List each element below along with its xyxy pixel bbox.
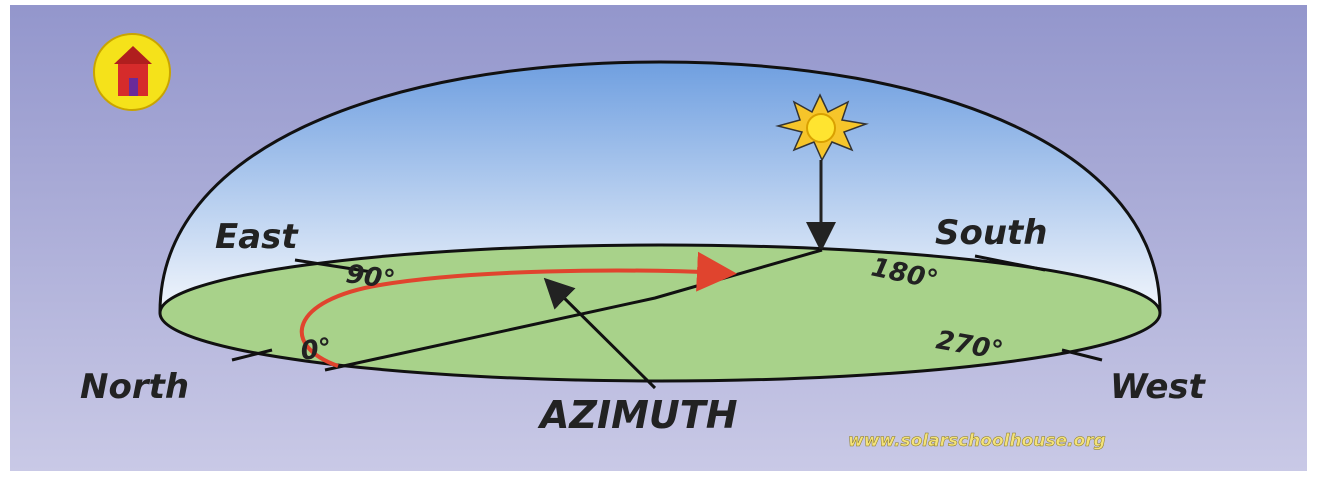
logo <box>93 33 171 111</box>
west-label: West <box>1110 367 1207 407</box>
sun <box>775 93 869 162</box>
east-tick <box>294 258 373 274</box>
south-label: South <box>935 213 1048 253</box>
north-tick <box>231 348 273 362</box>
north-label: North <box>80 367 189 407</box>
azimuth-label: AZIMUTH <box>537 393 738 437</box>
website: www.solarschoolhouse.org <box>848 431 1106 451</box>
east-label: East <box>215 217 299 257</box>
azimuth-pointer <box>543 277 657 390</box>
east-degrees: 90° <box>344 259 397 296</box>
south-tick <box>974 254 1046 272</box>
sun-direction-line <box>324 248 823 372</box>
west-tick <box>1061 348 1103 362</box>
azimuth-arc <box>299 251 737 368</box>
north-degrees: 0° <box>299 333 334 367</box>
sky-dome <box>158 60 1162 314</box>
